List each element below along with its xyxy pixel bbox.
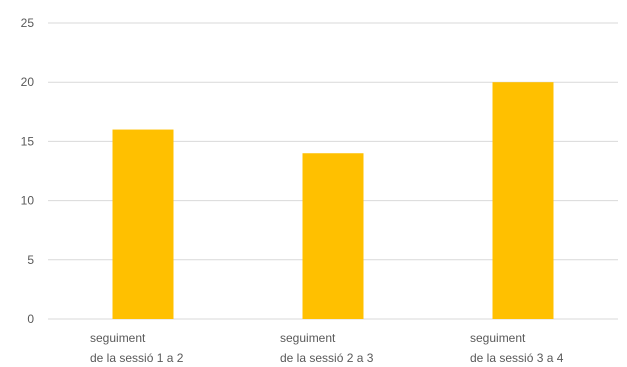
x-axis-labels: seguiment de la sessió 1 a 2 seguiment de l… <box>90 331 564 365</box>
y-tick-label: 10 <box>21 194 35 208</box>
y-tick-label: 25 <box>21 16 35 30</box>
x-category-label: seguiment de la sessió 3 a 4 <box>470 331 564 365</box>
y-tick-label: 20 <box>21 75 35 89</box>
bar-1 <box>112 129 174 319</box>
y-tick-label: 15 <box>21 134 35 148</box>
y-tick-label: 5 <box>27 253 34 267</box>
x-category-label: seguiment de la sessió 2 a 3 <box>280 331 374 365</box>
y-tick-label: 0 <box>27 312 34 326</box>
y-axis-ticks: 0 5 10 15 20 25 <box>21 16 35 326</box>
bar-2 <box>302 153 364 319</box>
x-category-label: seguiment de la sessió 1 a 2 <box>90 331 184 365</box>
bars <box>112 82 554 319</box>
bar-3 <box>492 82 554 319</box>
